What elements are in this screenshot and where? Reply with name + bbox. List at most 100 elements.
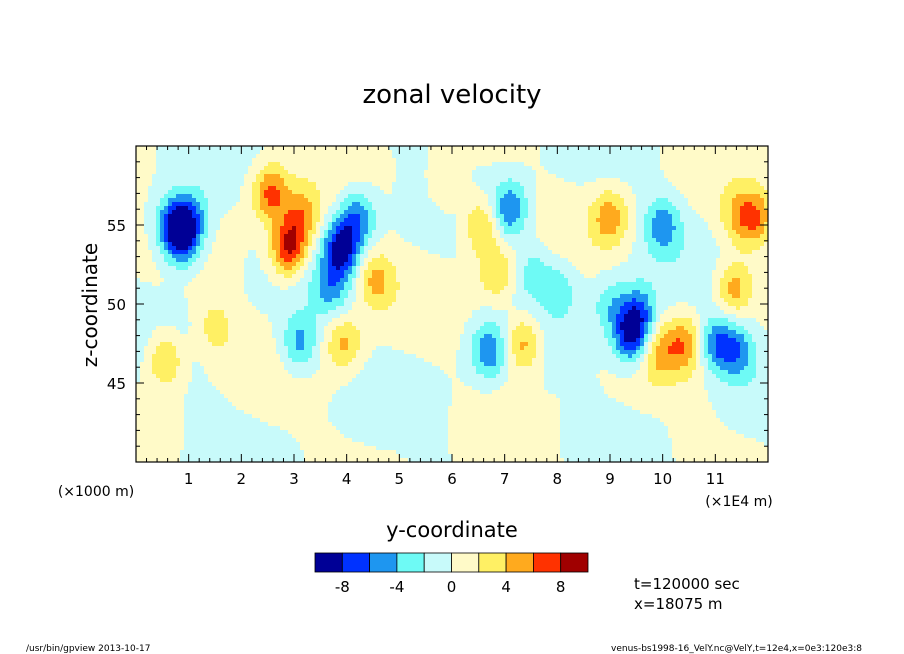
field-cell [532, 146, 536, 150]
field-cell [516, 190, 520, 194]
field-cell [264, 178, 268, 182]
field-cell [464, 150, 468, 154]
field-cell [440, 230, 444, 234]
field-cell [436, 226, 440, 230]
field-cell [356, 150, 360, 154]
field-cell [612, 174, 616, 178]
field-cell [688, 198, 692, 202]
field-cell [628, 246, 632, 250]
field-cell [452, 214, 456, 218]
field-cell [176, 206, 180, 210]
field-cell [292, 174, 296, 178]
field-cell [388, 206, 392, 210]
field-cell [480, 202, 484, 206]
field-cell [528, 270, 532, 274]
field-cell [328, 270, 332, 274]
field-cell [268, 266, 272, 270]
field-cell [316, 194, 320, 198]
field-cell [720, 146, 724, 150]
field-cell [692, 250, 696, 254]
field-cell [708, 230, 712, 234]
field-cell [724, 238, 728, 242]
field-cell [436, 206, 440, 210]
field-cell [572, 234, 576, 238]
field-cell [636, 150, 640, 154]
field-cell [648, 246, 652, 250]
field-cell [728, 218, 732, 222]
field-cell [480, 178, 484, 182]
field-cell [644, 182, 648, 186]
field-cell [512, 158, 516, 162]
field-cell [404, 230, 408, 234]
field-cell [444, 262, 448, 266]
field-cell [700, 178, 704, 182]
field-cell [604, 206, 608, 210]
field-cell [224, 242, 228, 246]
field-cell [176, 190, 180, 194]
field-cell [352, 186, 356, 190]
field-cell [312, 226, 316, 230]
field-cell [396, 154, 400, 158]
field-cell [668, 238, 672, 242]
field-cell [284, 246, 288, 250]
field-cell [360, 246, 364, 250]
field-cell [680, 250, 684, 254]
field-cell [488, 150, 492, 154]
field-cell [356, 178, 360, 182]
field-cell [468, 162, 472, 166]
field-cell [380, 266, 384, 270]
field-cell [484, 250, 488, 254]
field-cell [340, 258, 344, 262]
field-cell [480, 158, 484, 162]
field-cell [460, 234, 464, 238]
field-cell [144, 226, 148, 230]
field-cell [724, 222, 728, 226]
field-cell [368, 170, 372, 174]
field-cell [708, 210, 712, 214]
field-cell [356, 214, 360, 218]
field-cell [684, 214, 688, 218]
field-cell [744, 178, 748, 182]
field-cell [408, 222, 412, 226]
field-cell [512, 222, 516, 226]
field-cell [720, 170, 724, 174]
field-cell [280, 234, 284, 238]
field-cell [700, 254, 704, 258]
field-cell [644, 266, 648, 270]
field-cell [536, 166, 540, 170]
field-cell [204, 226, 208, 230]
field-cell [572, 218, 576, 222]
field-cell [604, 242, 608, 246]
field-cell [332, 218, 336, 222]
field-cell [292, 242, 296, 246]
field-cell [164, 214, 168, 218]
field-cell [216, 202, 220, 206]
field-cell [228, 202, 232, 206]
field-cell [272, 178, 276, 182]
field-cell [712, 222, 716, 226]
field-cell [256, 146, 260, 150]
field-cell [136, 226, 140, 230]
field-cell [244, 166, 248, 170]
field-cell [520, 150, 524, 154]
field-cell [320, 258, 324, 262]
field-cell [300, 206, 304, 210]
field-cell [620, 198, 624, 202]
field-cell [680, 258, 684, 262]
field-cell [560, 258, 564, 262]
field-cell [292, 166, 296, 170]
field-cell [232, 162, 236, 166]
field-cell [628, 186, 632, 190]
field-cell [676, 166, 680, 170]
field-cell [608, 190, 612, 194]
field-cell [612, 210, 616, 214]
field-cell [436, 254, 440, 258]
field-cell [564, 222, 568, 226]
field-cell [280, 266, 284, 270]
field-cell [328, 246, 332, 250]
field-cell [272, 258, 276, 262]
field-cell [632, 214, 636, 218]
field-cell [368, 162, 372, 166]
field-cell [740, 218, 744, 222]
field-cell [344, 262, 348, 266]
